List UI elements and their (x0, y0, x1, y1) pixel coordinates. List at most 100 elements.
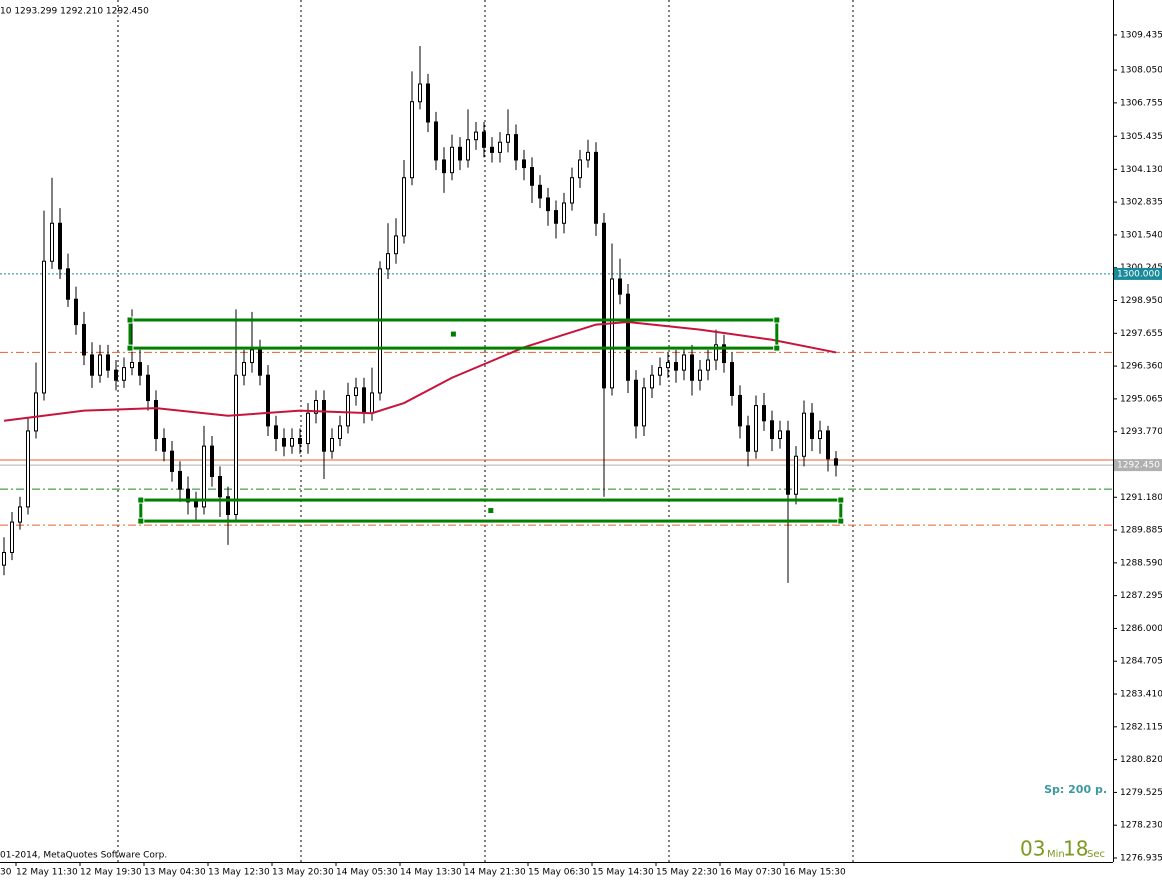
candle-body (714, 344, 718, 361)
candle-body (466, 139, 470, 161)
candle-body (338, 425, 342, 440)
y-tick-label: 1308.050 (1120, 66, 1162, 76)
candle-body (178, 470, 182, 490)
x-tick-label: 14 May 13:30 (400, 868, 462, 878)
spread: Sp: 200 p. (1044, 783, 1107, 796)
y-tick-label: 1286.000 (1120, 624, 1162, 634)
candle-body (690, 354, 694, 381)
x-tick-label: 13 May 04:30 (144, 868, 206, 878)
x-tick-label: 12 May 11:30 (16, 868, 78, 878)
candle-body (410, 101, 414, 179)
candle-body (642, 387, 646, 427)
y-tick-label: 1301.540 (1120, 230, 1162, 240)
y-tick-label: 1279.525 (1120, 788, 1162, 798)
candle-body (426, 83, 430, 123)
zone-handle (137, 496, 145, 504)
zone-handle (449, 330, 457, 338)
candle-body (106, 354, 110, 371)
price-label-box (1114, 459, 1162, 472)
candle-body (570, 177, 574, 204)
zone (128, 318, 779, 350)
y-tick-label: 1283.410 (1120, 690, 1162, 700)
y-tick-label: 1289.885 (1120, 526, 1162, 536)
candle-body (778, 430, 782, 440)
price-label: 1300.000 (1117, 269, 1160, 279)
candle-body (530, 167, 534, 186)
candle-body (826, 430, 830, 460)
y-tick-label: 1282.115 (1120, 722, 1162, 732)
candle-body (82, 324, 86, 356)
x-tick-label: 30 (0, 868, 12, 878)
timer-seconds: 18 (1063, 837, 1088, 861)
candle-body (682, 354, 686, 371)
candle-body (498, 141, 502, 153)
candle-body (10, 521, 14, 553)
x-tick-label: 14 May 21:30 (464, 868, 526, 878)
zone-handle (837, 517, 845, 525)
candle-body (346, 394, 350, 427)
candle-body (786, 430, 790, 495)
candle-body (586, 151, 590, 161)
zone-handle (773, 344, 781, 352)
candle-body (282, 438, 286, 447)
candle-body (458, 146, 462, 161)
zone (139, 498, 843, 523)
candle-body (130, 362, 134, 369)
candle-body (474, 131, 478, 141)
candle-body (322, 400, 326, 452)
candle-body (562, 202, 566, 224)
x-tick-label: 15 May 06:30 (528, 868, 590, 878)
candle-body (490, 146, 494, 153)
timer-sec-label: Sec (1087, 849, 1105, 860)
candle-body (594, 151, 598, 224)
candle-body (34, 392, 38, 432)
candle-body (138, 362, 142, 376)
zone-handle (126, 316, 134, 324)
candle-body (818, 430, 822, 440)
candle-body (738, 394, 742, 427)
candle-body (330, 438, 334, 452)
candle-body (114, 369, 118, 381)
x-tick-label: 16 May 15:30 (784, 868, 846, 878)
candle-body (26, 430, 30, 508)
candle-body (810, 412, 814, 440)
price-label: 1292.450 (1117, 461, 1160, 471)
candle-body (546, 197, 550, 212)
candle-body (226, 496, 230, 515)
candle-body (242, 362, 246, 376)
candle-body (234, 374, 238, 515)
candle-body (98, 354, 102, 376)
candle-body (722, 344, 726, 364)
candle-body (194, 501, 198, 508)
y-tick-label: 1297.655 (1120, 329, 1162, 339)
info-text: 10 1293.299 1292.210 1292.450 (0, 7, 149, 17)
day-separators (117, 0, 854, 862)
x-tick-label: 12 May 19:30 (80, 868, 142, 878)
candle-body (506, 134, 510, 143)
candle-body (434, 121, 438, 161)
timer-min-label: Min (1047, 849, 1065, 860)
candle-body (170, 450, 174, 472)
x-tick-label: 14 May 05:30 (336, 868, 398, 878)
y-tick-label: 1288.590 (1120, 558, 1162, 568)
candle-body (522, 159, 526, 169)
candle-body (42, 260, 46, 394)
zone-handle (487, 507, 495, 515)
y-tick-label: 1298.950 (1120, 296, 1162, 306)
candle-body (482, 131, 486, 148)
y-tick-label: 1309.435 (1120, 30, 1162, 40)
candle-body (666, 362, 670, 369)
y-tick-label: 1293.770 (1120, 427, 1162, 437)
candle-body (770, 420, 774, 440)
y-tick-label: 1296.360 (1120, 362, 1162, 372)
candle-body (290, 438, 294, 447)
y-tick-label: 1304.130 (1120, 165, 1162, 175)
candle-body (362, 387, 366, 414)
candle-body (202, 445, 206, 508)
candle-body (386, 253, 390, 270)
candle-body (146, 374, 150, 402)
candle-body (74, 298, 78, 326)
candle-body (58, 222, 62, 270)
candle-body (554, 210, 558, 224)
